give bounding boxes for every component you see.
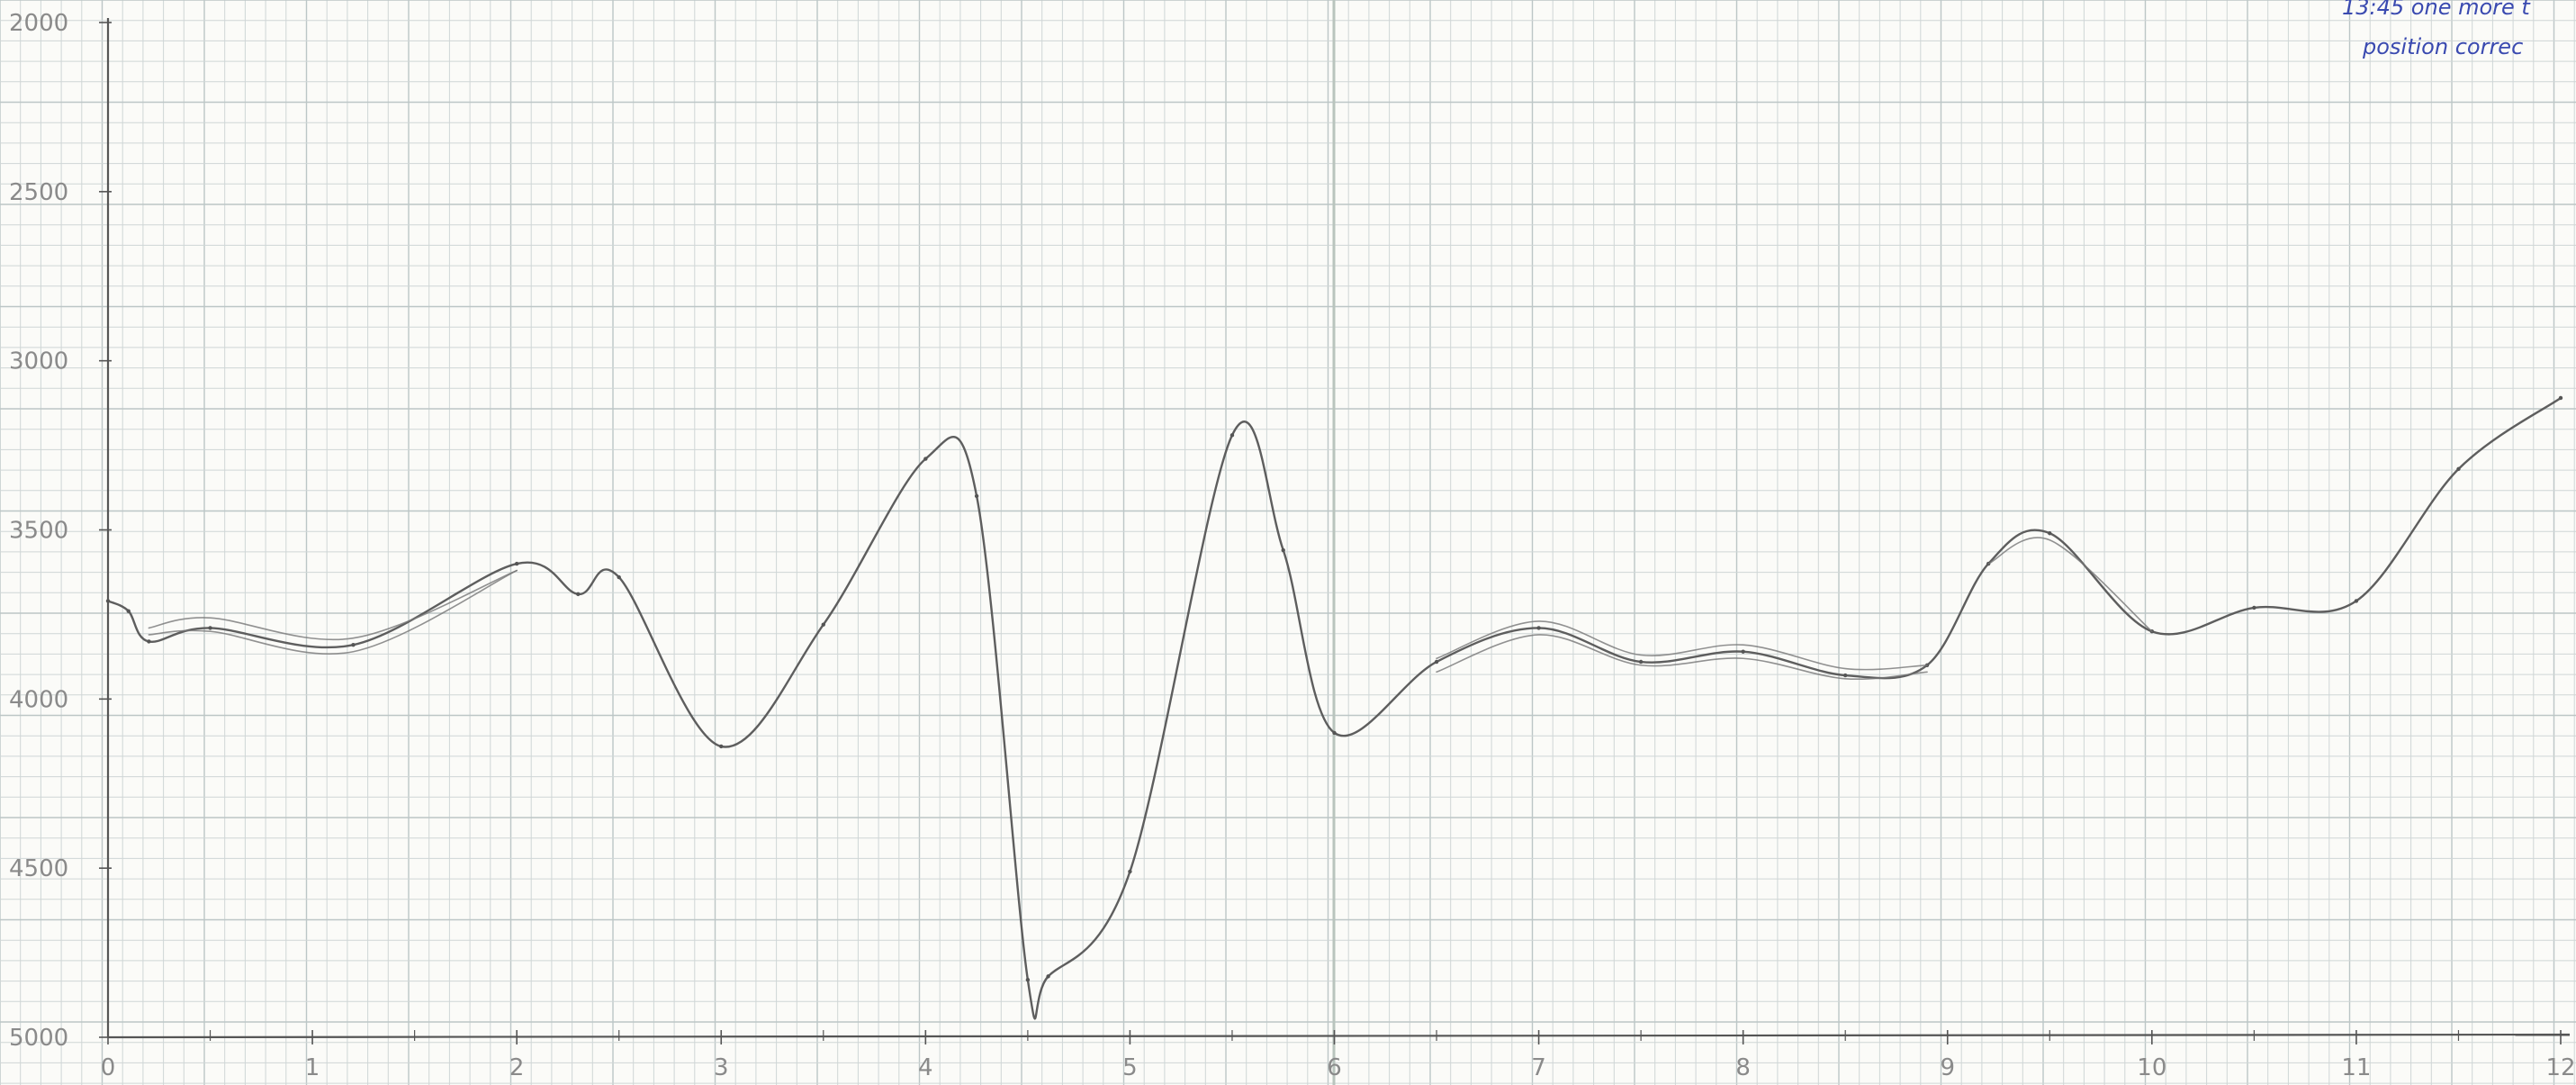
series-line [1987,537,2153,632]
x-tick-label: 8 [1735,1054,1751,1081]
y-tick-label: 4000 [9,686,68,713]
data-point [1046,974,1050,979]
y-tick-label: 4500 [9,855,68,882]
data-point [105,599,111,603]
x-tick-label: 9 [1940,1054,1955,1081]
data-series [105,395,2563,1020]
x-tick-label: 4 [918,1054,933,1081]
x-tick-label: 12 [2545,1054,2575,1081]
data-point [719,744,724,749]
data-point [1843,673,1848,678]
x-tick-label: 5 [1122,1054,1138,1081]
data-point [147,639,151,644]
data-point [2048,531,2052,536]
data-point [1536,626,1541,630]
x-tick-label: 7 [1531,1054,1546,1081]
data-point [1638,659,1644,665]
x-tick-label: 6 [1327,1054,1342,1081]
note-line-1: 13:45 one more t [2342,0,2531,20]
data-point [1434,659,1439,665]
y-tick-label: 5000 [9,1025,68,1052]
y-tick-label: 2000 [9,10,68,37]
y-tick-label: 3500 [9,518,68,545]
data-point [617,574,621,580]
series-line [1436,634,1928,681]
note-line-2: position correc [2362,34,2523,59]
data-point [2456,466,2461,472]
series-line [148,569,518,656]
x-tick-label: 10 [2137,1054,2166,1081]
data-point [1741,649,1745,654]
x-tick-label: 3 [714,1054,729,1081]
y-axis-ticks: 2000 2500 3000 3500 4000 4500 5000 [9,10,112,1052]
data-point [576,592,581,597]
data-point [351,643,356,647]
data-point [2354,599,2359,603]
y-tick-label: 3000 [9,348,68,375]
x-tick-label: 1 [305,1054,320,1081]
x-tick-label: 0 [101,1054,116,1081]
y-tick-label: 2500 [9,179,68,206]
x-tick-label: 2 [509,1054,525,1081]
data-point [974,493,979,499]
data-point [821,622,825,627]
x-tick-label: 11 [2341,1054,2371,1081]
data-point [514,561,519,566]
series-line [1436,620,1928,671]
data-point [1025,977,1031,982]
handwritten-note: 13:45 one more t position correc [2342,0,2531,59]
axes [106,18,2571,1039]
data-point [923,457,928,461]
x-axis-ticks: 0 1 2 3 4 5 6 7 8 9 10 11 12 [101,1030,2576,1081]
data-point [1229,433,1235,438]
data-point [126,609,131,613]
data-point [2558,395,2563,401]
data-point [2252,605,2256,610]
x-axis-line [107,1033,2571,1039]
data-point [1128,869,1132,874]
series-line [148,569,518,641]
data-point [1332,730,1337,736]
data-point [208,626,212,630]
data-point [1281,547,1285,553]
